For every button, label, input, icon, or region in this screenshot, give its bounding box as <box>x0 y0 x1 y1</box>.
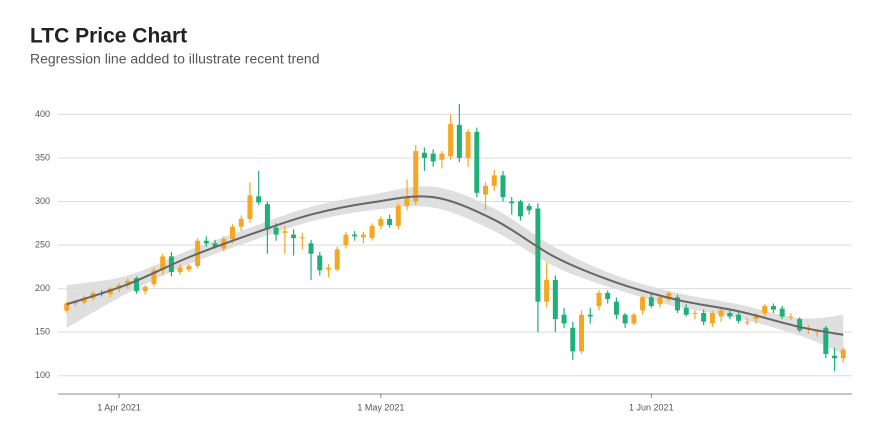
y-tick-label: 350 <box>35 152 50 162</box>
candle-body <box>814 331 820 333</box>
candle-body <box>552 279 558 320</box>
candle-body <box>840 349 846 359</box>
candle-body <box>622 314 628 324</box>
candle-body <box>421 152 427 158</box>
candle-body <box>648 297 654 307</box>
candle-body <box>134 278 140 292</box>
candle-body <box>343 234 349 246</box>
candle-body <box>770 306 776 310</box>
candle-body <box>404 198 410 206</box>
candle-body <box>430 153 436 162</box>
y-tick-label: 200 <box>35 283 50 293</box>
x-tick-label: 1 Apr 2021 <box>97 402 141 412</box>
candle-body <box>64 303 70 311</box>
candle-body <box>308 243 314 254</box>
candle-body <box>456 124 462 158</box>
candle-body <box>491 175 497 186</box>
candle-body <box>666 292 672 300</box>
chart-title: LTC Price Chart <box>30 25 187 48</box>
y-tick-label: 150 <box>35 327 50 337</box>
candle-body <box>273 227 279 235</box>
candle-body <box>683 307 689 315</box>
candle-body <box>631 314 637 324</box>
y-tick-label: 250 <box>35 239 50 249</box>
candle-body <box>762 306 768 313</box>
candle-body <box>579 314 585 352</box>
candle-body <box>264 204 270 230</box>
x-tick-label: 1 Jun 2021 <box>629 402 674 412</box>
candle-body <box>517 201 523 217</box>
candle-body <box>369 225 375 239</box>
candle-body <box>177 267 183 273</box>
candle-body <box>744 321 750 323</box>
candle-body <box>212 243 218 247</box>
candle-body <box>387 218 393 226</box>
candle-body <box>413 151 419 202</box>
candle-body <box>500 175 506 198</box>
candle-body <box>203 240 209 244</box>
candle-body <box>709 313 715 324</box>
candle-body <box>526 205 532 211</box>
candle-body <box>753 314 759 320</box>
candle-body <box>788 316 794 318</box>
candle-body <box>605 292 611 300</box>
candle-body <box>736 314 742 321</box>
y-tick-label: 400 <box>35 109 50 119</box>
candle-body <box>238 218 244 227</box>
candle-body <box>317 255 323 271</box>
candle-body <box>561 314 567 324</box>
candle-body <box>692 313 698 314</box>
candle-body <box>797 319 803 331</box>
candle-body <box>474 131 480 193</box>
candle-body <box>81 298 87 303</box>
candle-body <box>439 153 445 160</box>
candle-body <box>544 279 550 302</box>
candle-body <box>483 185 489 195</box>
candle-body <box>718 310 724 317</box>
candle-body <box>247 195 253 219</box>
candle-body <box>823 327 829 354</box>
candle-body <box>72 302 78 304</box>
candle-body <box>596 292 602 307</box>
candle-body <box>230 226 236 239</box>
candle-body <box>587 314 593 317</box>
y-tick-label: 100 <box>35 370 50 380</box>
y-tick-label: 300 <box>35 196 50 206</box>
candle-body <box>613 301 619 315</box>
candle-body <box>151 270 157 285</box>
candle-body <box>640 297 646 311</box>
candle-body <box>465 131 471 158</box>
candle-body <box>509 201 515 204</box>
x-tick-label: 1 May 2021 <box>357 402 404 412</box>
candle-body <box>378 218 384 226</box>
candle-body <box>360 234 366 238</box>
candle-body <box>674 297 680 311</box>
candle-body <box>535 208 541 302</box>
candle-body <box>701 313 707 322</box>
candle-body <box>256 196 262 203</box>
candle-body <box>142 286 148 292</box>
candle-body <box>186 265 192 270</box>
candle-body <box>334 249 340 270</box>
candle-body <box>352 234 358 237</box>
candle-body <box>779 308 785 317</box>
candle-body <box>448 124 454 157</box>
candle-body <box>282 231 288 233</box>
trend-line <box>66 195 844 336</box>
candle-body <box>160 256 166 271</box>
candle-body <box>570 327 576 352</box>
candle-body <box>299 237 305 239</box>
candle-body <box>125 280 131 286</box>
candle-body <box>657 297 663 305</box>
confidence-band <box>66 186 844 354</box>
candle-body <box>325 267 331 270</box>
chart-subtitle: Regression line added to illustrate rece… <box>30 51 320 67</box>
candle-body <box>395 205 401 226</box>
candle-body <box>291 234 297 239</box>
candle-body <box>832 355 838 359</box>
candle-body <box>727 313 733 317</box>
